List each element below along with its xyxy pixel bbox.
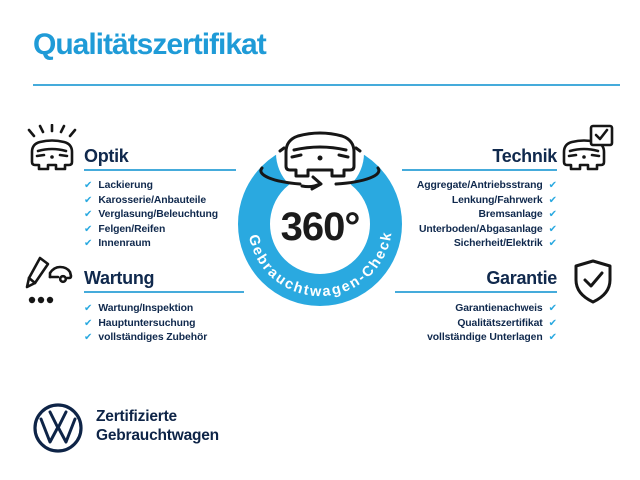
car-rotation-icon	[259, 131, 381, 191]
page-title: Qualitätszertifikat	[33, 28, 267, 61]
check-icon: ✔	[548, 332, 557, 343]
checklist-item-label: Aggregate/Antriebsstrang	[416, 180, 543, 191]
check-icon: ✔	[548, 317, 557, 329]
section-title-optik: Optik	[84, 146, 129, 166]
checklist-item: Qualitätszertifikat ✔	[457, 318, 557, 333]
checklist-item-label: Lenkung/Fahrwerk	[451, 194, 543, 206]
checklist-item-label: Wartung/Inspektion	[98, 303, 194, 314]
garantie-checklist: Garantienachweis ✔ Qualitätszertifikat ✔ v…	[427, 303, 557, 347]
checklist-item-label: Garantienachweis	[455, 303, 543, 314]
optik-underline	[84, 169, 236, 171]
checklist-item: ✔ Wartung/Inspektion	[84, 303, 193, 318]
ring-notch	[276, 109, 364, 197]
check-icon: ✔	[84, 180, 93, 191]
service-checklist-icon	[25, 256, 73, 304]
check-icon: ✔	[84, 194, 93, 206]
checklist-item: ✔ Hauptuntersuchung	[84, 317, 196, 333]
vw-logo	[33, 403, 83, 453]
check-icon: ✔	[84, 223, 93, 235]
wartung-underline	[84, 291, 244, 293]
checklist-item: Unterboden/Abgasanlage ✔	[419, 224, 557, 239]
checklist-item-label: vollständiges Zubehör	[98, 332, 208, 343]
checklist-item: ✔ Karosserie/Anbauteile	[84, 195, 206, 210]
checklist-item-label: Unterboden/Abgasanlage	[418, 223, 543, 235]
check-icon: ✔	[548, 223, 557, 235]
checklist-item: Garantienachweis ✔	[455, 303, 557, 318]
checklist-item: ✔ Felgen/Reifen	[84, 224, 165, 239]
checklist-item: Sicherheit/Elektrik ✔	[454, 238, 557, 253]
section-title-technik: Technik	[492, 146, 557, 166]
checklist-item-label: Hauptuntersuchung	[98, 317, 196, 329]
brand-claim: Zertifizierte Gebrauchtwagen	[96, 407, 219, 445]
check-icon: ✔	[548, 303, 557, 314]
garantie-underline	[395, 291, 557, 293]
checklist-item: Aggregate/Antriebsstrang ✔	[417, 180, 557, 195]
brand-claim-line1: Zertifizierte	[96, 408, 177, 425]
technik-underline	[402, 169, 557, 171]
car-shine-icon	[27, 124, 77, 171]
check-icon: ✔	[84, 317, 93, 329]
checklist-item: ✔ vollständiges Zubehör	[84, 332, 207, 347]
optik-checklist: ✔ Lackierung ✔ Karosserie/Anbauteile ✔ Verg…	[84, 180, 218, 253]
check-icon: ✔	[84, 238, 93, 249]
degree-label: 360°	[281, 205, 360, 249]
car-checkbox-icon	[562, 124, 614, 171]
ring-text: Gebrauchtwagen-Check	[245, 229, 396, 300]
checklist-item: Lenkung/Fahrwerk ✔	[452, 195, 557, 210]
check-icon: ✔	[548, 180, 557, 191]
checklist-item: vollständige Unterlagen ✔	[427, 332, 557, 347]
check-icon: ✔	[548, 209, 557, 220]
checklist-item-label: Felgen/Reifen	[98, 223, 166, 235]
checklist-item-label: Sicherheit/Elektrik	[453, 238, 543, 249]
ring	[238, 142, 402, 306]
checklist-item-label: Karosserie/Anbauteile	[98, 194, 207, 206]
shield-check-icon	[574, 259, 612, 304]
wartung-checklist: ✔ Wartung/Inspektion ✔ Hauptuntersuchung ✔…	[84, 303, 207, 347]
checklist-item-label: Innenraum	[98, 238, 151, 249]
checklist-item-label: Qualitätszertifikat	[457, 317, 543, 329]
checklist-item-label: vollständige Unterlagen	[427, 332, 543, 343]
checklist-item-label: Lackierung	[98, 180, 153, 191]
checklist-item-label: Bremsanlage	[478, 209, 543, 220]
check-icon: ✔	[84, 303, 93, 314]
title-underline	[33, 84, 620, 86]
section-title-wartung: Wartung	[84, 268, 155, 288]
brand-claim-line2: Gebrauchtwagen	[96, 427, 219, 444]
section-title-garantie: Garantie	[486, 268, 557, 288]
checklist-item: ✔ Verglasung/Beleuchtung	[84, 209, 218, 224]
checklist-item: ✔ Lackierung	[84, 180, 153, 195]
check-icon: ✔	[84, 209, 93, 220]
check-icon: ✔	[548, 238, 557, 249]
check-icon: ✔	[548, 194, 557, 206]
checklist-item-label: Verglasung/Beleuchtung	[98, 209, 219, 220]
checklist-item: ✔ Innenraum	[84, 238, 151, 253]
checklist-item: Bremsanlage ✔	[478, 209, 557, 224]
check-icon: ✔	[84, 332, 93, 343]
technik-checklist: Aggregate/Antriebsstrang ✔ Lenkung/Fahrwe…	[417, 180, 557, 253]
